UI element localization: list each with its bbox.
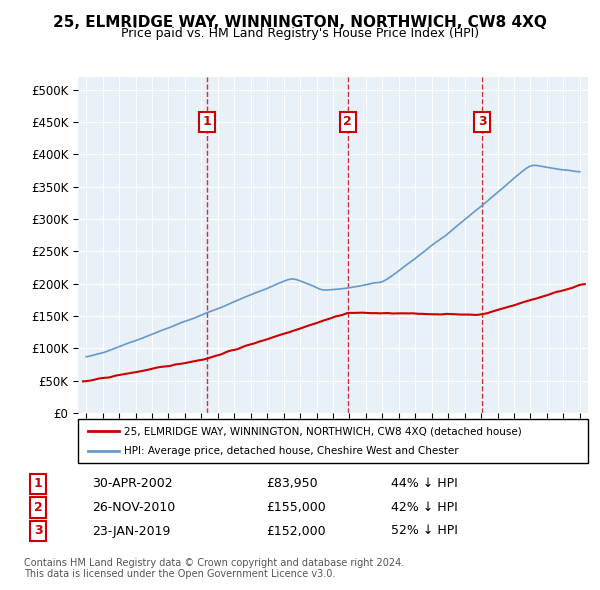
- Text: 1: 1: [202, 116, 211, 129]
- Text: £83,950: £83,950: [266, 477, 318, 490]
- Text: 44% ↓ HPI: 44% ↓ HPI: [391, 477, 457, 490]
- Text: 2: 2: [343, 116, 352, 129]
- Text: 2: 2: [34, 501, 43, 514]
- Text: 25, ELMRIDGE WAY, WINNINGTON, NORTHWICH, CW8 4XQ (detached house): 25, ELMRIDGE WAY, WINNINGTON, NORTHWICH,…: [124, 427, 521, 436]
- Text: £152,000: £152,000: [266, 525, 326, 537]
- Text: 3: 3: [478, 116, 487, 129]
- Text: 52% ↓ HPI: 52% ↓ HPI: [391, 525, 457, 537]
- Text: HPI: Average price, detached house, Cheshire West and Chester: HPI: Average price, detached house, Ches…: [124, 446, 458, 455]
- Text: 25, ELMRIDGE WAY, WINNINGTON, NORTHWICH, CW8 4XQ: 25, ELMRIDGE WAY, WINNINGTON, NORTHWICH,…: [53, 15, 547, 30]
- Text: 26-NOV-2010: 26-NOV-2010: [92, 501, 175, 514]
- Text: 42% ↓ HPI: 42% ↓ HPI: [391, 501, 457, 514]
- Text: 1: 1: [34, 477, 43, 490]
- Text: 3: 3: [34, 525, 43, 537]
- Text: £155,000: £155,000: [266, 501, 326, 514]
- Text: Contains HM Land Registry data © Crown copyright and database right 2024.: Contains HM Land Registry data © Crown c…: [24, 558, 404, 568]
- Text: 30-APR-2002: 30-APR-2002: [92, 477, 172, 490]
- FancyBboxPatch shape: [78, 419, 588, 463]
- Text: 23-JAN-2019: 23-JAN-2019: [92, 525, 170, 537]
- Text: This data is licensed under the Open Government Licence v3.0.: This data is licensed under the Open Gov…: [24, 569, 335, 579]
- Text: Price paid vs. HM Land Registry's House Price Index (HPI): Price paid vs. HM Land Registry's House …: [121, 27, 479, 40]
